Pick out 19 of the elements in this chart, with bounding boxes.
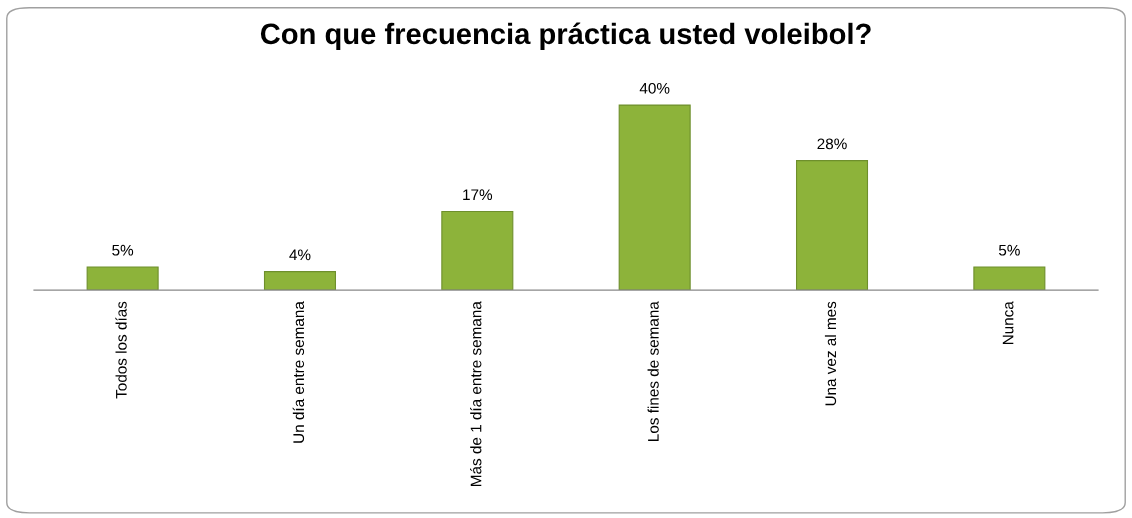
bar [441,210,514,291]
data-label: 28% [817,138,847,150]
bar [795,160,869,291]
bar [86,266,159,291]
x-tick-label: Nunca [1002,301,1014,345]
x-tick-label: Una vez al mes [824,301,837,406]
data-label: 5% [998,244,1020,256]
bar [618,104,691,291]
data-label: 5% [112,244,134,256]
data-label: 40% [639,82,670,94]
x-tick-label: Todos los días [115,301,127,399]
x-tick-label: Los fines de semana [647,301,659,441]
bar [263,271,337,291]
chart-title: Con que frecuencia práctica usted voleibol? [260,22,871,50]
x-tick-label: Más de 1 día entre semana [470,301,482,486]
bar [973,266,1046,291]
x-tick-label: Un día entre semana [292,301,305,443]
data-label: 4% [289,249,311,261]
data-label: 17% [463,189,493,201]
